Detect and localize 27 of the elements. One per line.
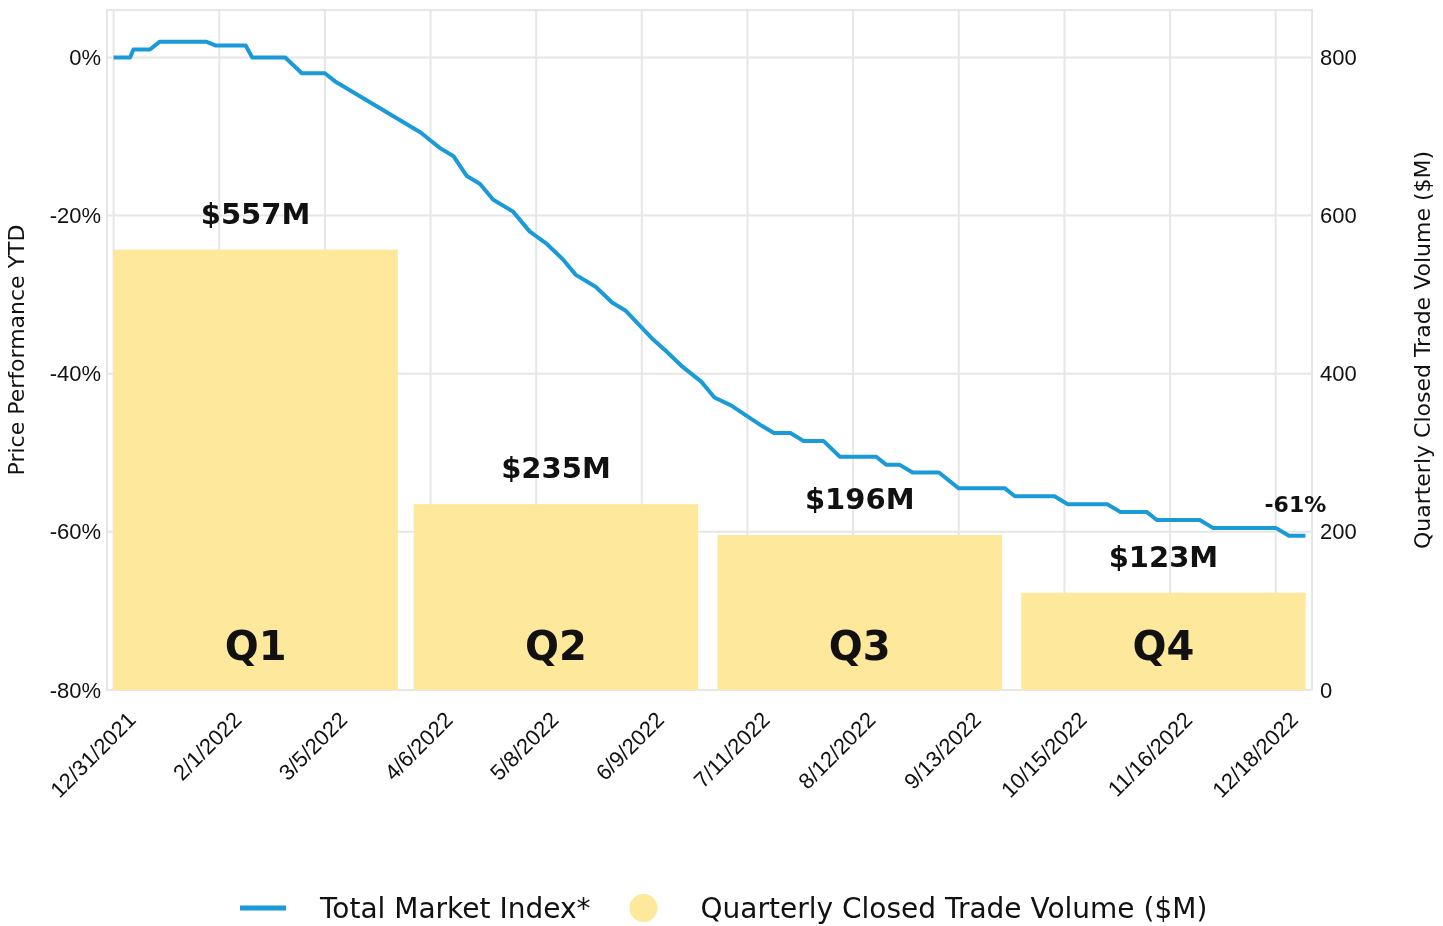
annotation: Q1: [224, 623, 287, 669]
bar: [113, 249, 398, 690]
annotation: Q4: [1132, 623, 1195, 669]
y-tick-label: -60%: [49, 519, 101, 545]
bar: [717, 535, 1002, 690]
bar: [1021, 592, 1306, 690]
annotation: Q3: [828, 623, 891, 669]
y-tick-label: -20%: [49, 203, 101, 229]
y2-tick-label: 800: [1320, 44, 1357, 70]
y2-tick-label: 600: [1320, 203, 1357, 229]
data-label: $123M: [1108, 539, 1219, 574]
y2-tick-label: 0: [1320, 677, 1333, 703]
y2-tick-label: 400: [1320, 361, 1357, 387]
y-tick-label: 0%: [69, 44, 101, 70]
annotation: -61%: [1264, 491, 1327, 517]
y-tick-label: -80%: [49, 677, 101, 703]
data-label: $196M: [804, 482, 915, 517]
data-label: $557M: [200, 196, 311, 231]
annotation: Q2: [525, 623, 587, 669]
legend-label: Total Market Index*: [319, 892, 591, 925]
y-axis-title: Price Performance YTD: [4, 224, 29, 476]
data-label: $235M: [501, 451, 611, 486]
y-tick-label: -40%: [49, 361, 101, 387]
legend-label: Quarterly Closed Trade Volume ($M): [700, 892, 1208, 925]
bar: [413, 504, 699, 690]
y2-tick-label: 200: [1320, 519, 1357, 545]
y2-axis-title: Quarterly Closed Trade Volume ($M): [1410, 150, 1435, 550]
